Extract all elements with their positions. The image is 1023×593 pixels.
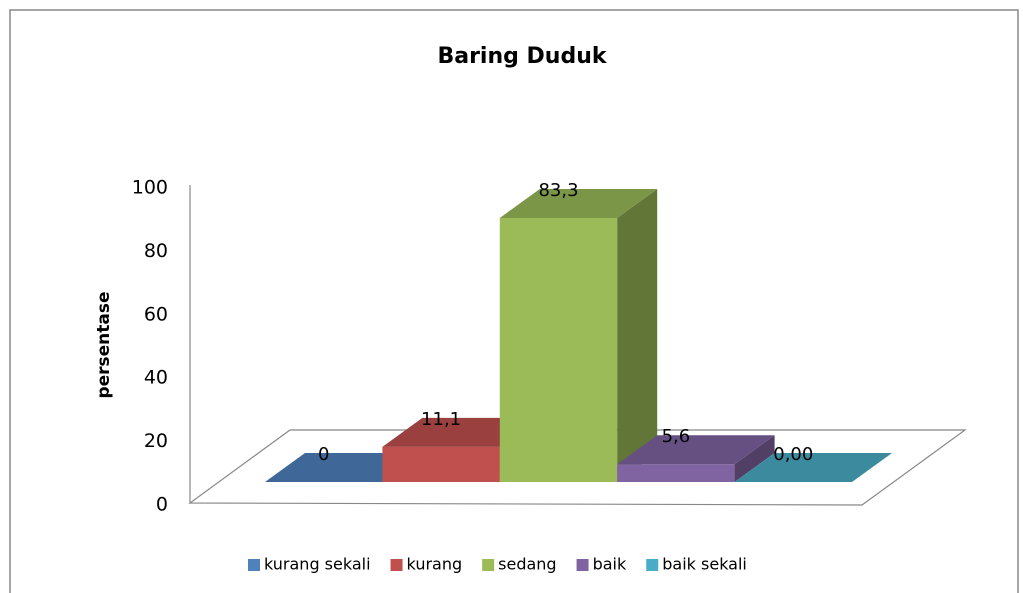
y-tick-label: 60 — [144, 303, 168, 325]
data-label: 11,1 — [421, 409, 461, 430]
bar-front — [617, 464, 735, 482]
bar-top — [617, 435, 775, 465]
legend-swatch — [390, 559, 403, 571]
bar-side — [617, 188, 658, 482]
y-tick-label: 100 — [132, 177, 168, 199]
chart-title: Baring Duduk — [437, 44, 607, 69]
bar-front — [499, 217, 618, 482]
y-tick-label: 0 — [156, 494, 168, 516]
data-label: 0 — [318, 444, 329, 465]
legend-label: baik sekali — [662, 555, 747, 574]
y-tick-label: 20 — [144, 430, 168, 452]
legend-swatch — [576, 559, 589, 571]
data-label: 0,00 — [773, 444, 813, 465]
bar — [734, 453, 892, 482]
legend-swatch — [646, 559, 659, 571]
bar-top — [734, 453, 892, 482]
bar-top — [499, 188, 658, 218]
legend-swatch — [482, 559, 495, 571]
data-label: 5,6 — [662, 426, 691, 447]
y-axis-label: persentase — [94, 291, 114, 398]
y-tick-label: 40 — [144, 367, 168, 389]
y-tick-label: 80 — [144, 240, 168, 262]
legend-swatch — [248, 559, 260, 571]
legend-label: kurang sekali — [264, 555, 371, 574]
bar-front — [382, 446, 500, 482]
bar — [617, 435, 775, 482]
data-label: 83,3 — [538, 180, 578, 201]
bar — [499, 188, 658, 482]
legend-label: baik — [593, 555, 627, 574]
legend-label: kurang — [407, 555, 463, 574]
bar-side — [734, 435, 775, 482]
legend-label: sedang — [498, 555, 556, 574]
